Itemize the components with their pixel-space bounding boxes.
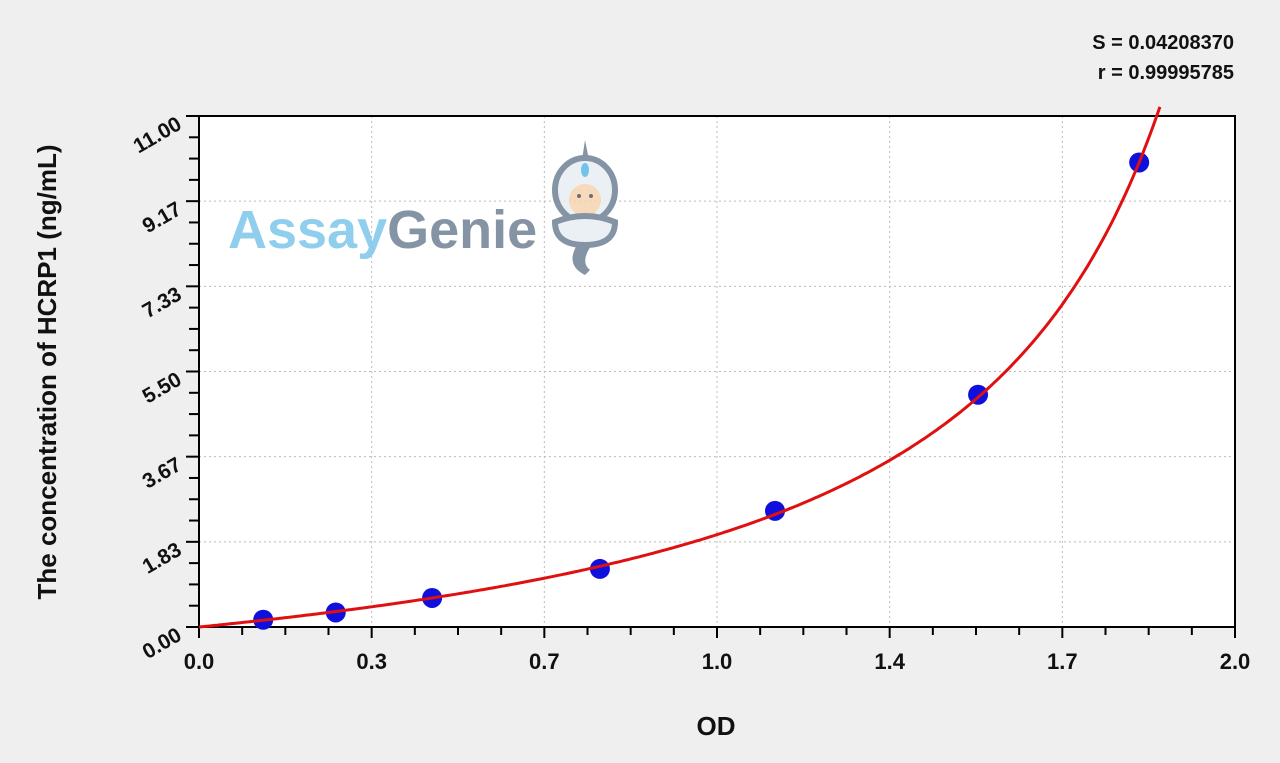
x-tick-label: 0.3 [356,649,387,674]
y-tick-label: 1.83 [139,538,186,578]
assaygenie-watermark: AssayGenie [228,140,619,275]
stat-s: S = 0.04208370 [1092,32,1234,54]
watermark-assay: Assay [228,200,387,260]
x-tick-label: 1.7 [1047,649,1078,674]
svg-text:AssayGenie: AssayGenie [228,200,537,260]
y-tick-labels: 0.00 1.83 3.67 5.50 7.33 9.17 11.00 [129,112,185,663]
y-tick-label: 9.17 [139,198,186,238]
y-axis-label: The concentration of HCRP1 (ng/mL) [32,145,62,600]
x-axis-label: OD [697,711,736,741]
x-tick-label: 2.0 [1220,649,1251,674]
grid [199,116,1235,627]
y-tick-label: 0.00 [139,623,186,663]
axis-ticks [186,115,1236,638]
x-tick-labels: 0.0 0.3 0.7 1.0 1.4 1.7 2.0 [184,649,1251,674]
plot-frame [198,115,1236,628]
y-tick-label: 3.67 [139,453,186,493]
watermark-genie: Genie [387,200,537,260]
stat-r: r = 0.99995785 [1097,62,1234,84]
y-tick-label: 7.33 [139,283,186,323]
x-tick-label: 0.7 [529,649,560,674]
genie-logo-icon [551,140,619,275]
y-tick-label: 5.50 [139,368,186,408]
x-tick-label: 1.0 [702,649,733,674]
x-tick-label: 1.4 [874,649,905,674]
x-tick-label: 0.0 [184,649,215,674]
y-tick-label: 11.00 [129,112,185,158]
fit-curve [198,106,1162,629]
